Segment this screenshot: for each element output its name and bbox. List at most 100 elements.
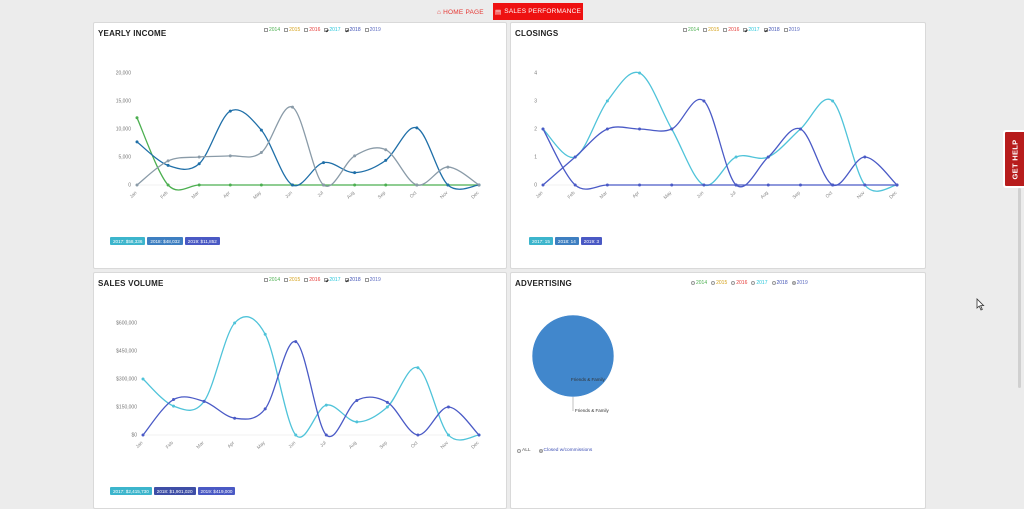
legend-item-2015[interactable]: 2015 (711, 280, 727, 286)
data-point[interactable] (446, 405, 450, 409)
data-point[interactable] (166, 183, 170, 187)
data-point[interactable] (259, 151, 263, 155)
legend-checkbox-2018[interactable] (344, 28, 349, 32)
data-point[interactable] (166, 163, 170, 167)
data-point[interactable] (290, 105, 294, 109)
data-point[interactable] (324, 433, 328, 437)
data-point[interactable] (355, 420, 359, 424)
data-point[interactable] (446, 183, 450, 187)
legend-checkbox-2014[interactable] (264, 28, 268, 32)
data-point[interactable] (233, 321, 237, 325)
data-point[interactable] (322, 161, 326, 165)
data-point[interactable] (135, 140, 139, 144)
data-point[interactable] (228, 183, 232, 187)
legend-item-2019[interactable]: 2019 (783, 27, 800, 33)
data-point[interactable] (141, 433, 145, 437)
data-point[interactable] (605, 99, 609, 103)
legend-item-2014[interactable]: 2014 (264, 277, 280, 283)
home-page-link[interactable]: ⌂ HOME PAGE (437, 4, 484, 20)
filter-closed-option[interactable]: Closed w/commissions (538, 448, 592, 453)
data-point[interactable] (798, 127, 802, 131)
legend-item-2018[interactable]: 2018 (344, 27, 361, 33)
legend-item-2019[interactable]: 2019 (791, 280, 808, 286)
legend-checkbox-2014[interactable] (683, 28, 687, 32)
legend-checkbox-2017[interactable] (324, 278, 329, 282)
data-point[interactable] (605, 127, 609, 131)
data-point[interactable] (259, 128, 263, 132)
legend-checkbox-2016[interactable] (723, 28, 728, 32)
data-point[interactable] (734, 155, 738, 159)
legend-radio-2017[interactable] (751, 281, 756, 285)
data-point[interactable] (228, 109, 232, 113)
data-point[interactable] (831, 183, 835, 187)
legend-item-2016[interactable]: 2016 (723, 27, 739, 33)
legend-item-2017[interactable]: 2017 (751, 280, 768, 286)
data-point[interactable] (766, 183, 770, 187)
data-point[interactable] (228, 154, 232, 158)
legend-checkbox-2015[interactable] (284, 28, 289, 32)
data-point[interactable] (202, 399, 206, 403)
legend-item-2018[interactable]: 2018 (763, 27, 780, 33)
legend-radio-2015[interactable] (711, 281, 716, 285)
data-point[interactable] (863, 183, 867, 187)
data-point[interactable] (541, 183, 545, 187)
data-point[interactable] (798, 183, 802, 187)
legend-checkbox-2015[interactable] (703, 28, 708, 32)
legend-item-2016[interactable]: 2016 (304, 277, 320, 283)
legend-item-2018[interactable]: 2018 (771, 280, 788, 286)
data-point[interactable] (702, 183, 706, 187)
filter-all-option[interactable]: ALL (517, 448, 531, 453)
data-point[interactable] (416, 433, 420, 437)
data-point[interactable] (573, 183, 577, 187)
data-point[interactable] (670, 127, 674, 131)
data-point[interactable] (446, 165, 450, 169)
data-point[interactable] (353, 154, 357, 158)
data-point[interactable] (141, 377, 145, 381)
data-point[interactable] (766, 155, 770, 159)
data-point[interactable] (477, 183, 481, 187)
legend-checkbox-2018[interactable] (344, 278, 349, 282)
data-point[interactable] (263, 407, 267, 411)
data-point[interactable] (416, 366, 420, 370)
legend-item-2019[interactable]: 2019 (364, 27, 381, 33)
data-point[interactable] (172, 398, 176, 402)
data-point[interactable] (385, 400, 389, 404)
legend-checkbox-2015[interactable] (284, 278, 289, 282)
legend-item-2014[interactable]: 2014 (264, 27, 280, 33)
data-point[interactable] (384, 183, 388, 187)
legend-checkbox-2019[interactable] (364, 28, 369, 32)
data-point[interactable] (294, 433, 298, 437)
data-point[interactable] (384, 148, 388, 152)
legend-radio-2014[interactable] (691, 281, 695, 285)
legend-checkbox-2017[interactable] (324, 28, 329, 32)
page-scrollbar[interactable] (1018, 188, 1021, 388)
data-point[interactable] (384, 158, 388, 162)
data-point[interactable] (135, 183, 139, 187)
data-point[interactable] (734, 183, 738, 187)
data-point[interactable] (172, 404, 176, 408)
legend-checkbox-2018[interactable] (763, 28, 768, 32)
legend-checkbox-2019[interactable] (364, 278, 369, 282)
data-point[interactable] (638, 71, 642, 75)
filter-all-radio[interactable] (517, 448, 521, 453)
legend-checkbox-2016[interactable] (304, 28, 309, 32)
data-point[interactable] (290, 183, 294, 187)
legend-item-2016[interactable]: 2016 (304, 27, 320, 33)
data-point[interactable] (863, 155, 867, 159)
legend-item-2017[interactable]: 2017 (743, 27, 760, 33)
data-point[interactable] (197, 155, 201, 159)
legend-checkbox-2019[interactable] (783, 28, 788, 32)
legend-item-2018[interactable]: 2018 (344, 277, 361, 283)
filter-closed-radio[interactable] (538, 448, 543, 453)
data-point[interactable] (831, 99, 835, 103)
legend-radio-2019[interactable] (791, 281, 796, 285)
data-point[interactable] (197, 162, 201, 166)
legend-item-2016[interactable]: 2016 (731, 280, 747, 286)
data-point[interactable] (263, 332, 267, 336)
data-point[interactable] (670, 183, 674, 187)
data-point[interactable] (605, 183, 609, 187)
data-point[interactable] (573, 155, 577, 159)
sales-performance-tab[interactable]: ▤ SALES PERFORMANCE (493, 3, 583, 20)
data-point[interactable] (353, 171, 357, 175)
data-point[interactable] (446, 433, 450, 437)
